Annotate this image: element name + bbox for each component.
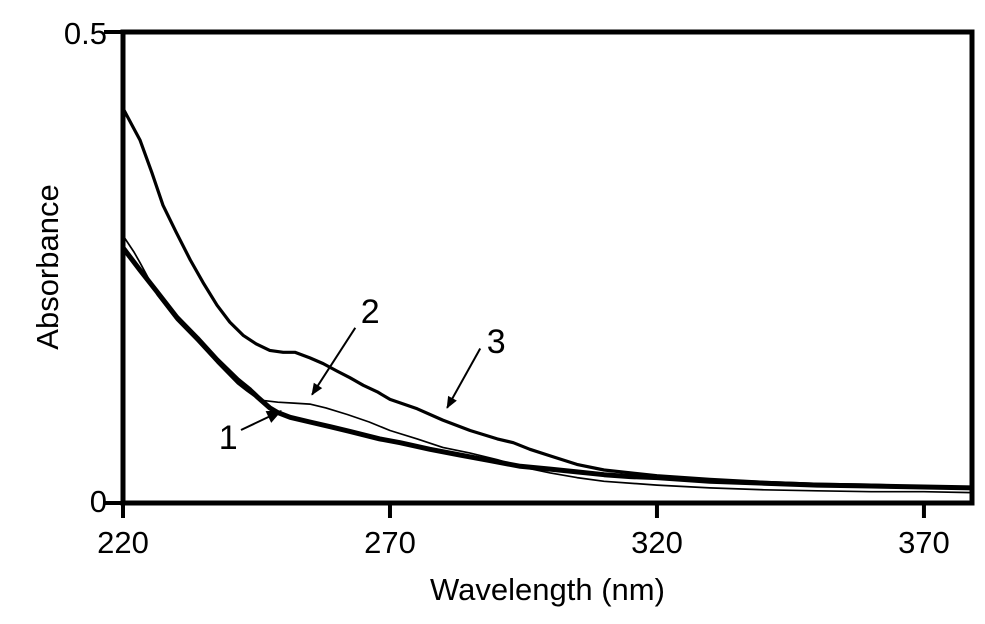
spectrum-curve-1 [120,245,975,491]
curve-1-arrow [240,410,282,431]
y-axis-title: Absorbance [30,184,65,350]
spectrum-curve-3 [121,106,974,490]
curve-1-label: 1 [219,419,238,457]
y-tick-label-0.5: 0.5 [64,16,107,51]
spectrum-curve-2 [122,234,973,494]
curve-2-arrow [311,327,357,396]
curve-2-label: 2 [361,293,380,331]
x-tick-label-320: 320 [631,525,683,560]
x-axis-title: Wavelength (nm) [430,572,665,607]
plot-frame [120,29,975,506]
x-tick-label-270: 270 [364,525,416,560]
curve-3-label: 3 [487,323,506,361]
curve-3-arrow [446,348,482,409]
y-tick-label-0: 0 [90,484,107,519]
x-tick-label-220: 220 [97,525,149,560]
x-tick-label-370: 370 [898,525,950,560]
